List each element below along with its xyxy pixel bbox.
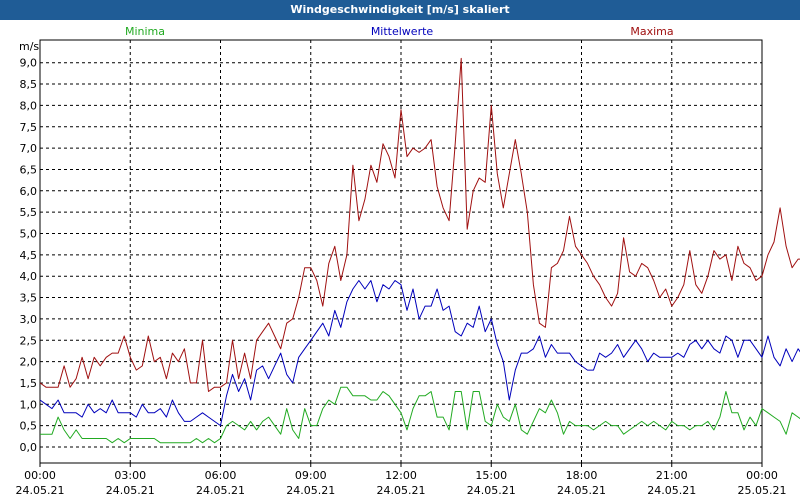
x-tick-date: 24.05.21 (286, 484, 335, 497)
series-line-minima (40, 386, 800, 444)
grid-layer (40, 40, 762, 463)
x-tick-time: 00:00 (746, 469, 778, 482)
legend-entry-mittelwerte: Mittelwerte (371, 25, 434, 38)
axes-layer: 0,0 0,5 1,0 1,5 2,0 2,5 3,0 3,5 4,0 4,5 5,0 5,5 6,0 6… (16, 39, 787, 497)
series-layer (39, 57, 800, 444)
chart-title: Windgeschwindigkeit [m/s] skaliert (0, 0, 800, 20)
series-line-mittelwerte (39, 280, 800, 427)
x-tick-time: 12:00 (385, 469, 417, 482)
x-tick-date: 24.05.21 (16, 484, 65, 497)
y-tick-label: 2,5 (20, 334, 38, 347)
x-tick-time: 00:00 (24, 469, 56, 482)
y-tick-label: 9,0 (20, 57, 38, 70)
x-tick-date: 24.05.21 (106, 484, 155, 497)
x-tick-date: 24.05.21 (467, 484, 516, 497)
series-line-maxima (39, 57, 800, 392)
y-tick-label: 2,0 (20, 356, 38, 369)
y-tick-label: 4,0 (20, 270, 38, 283)
y-tick-label: 5,0 (20, 228, 38, 241)
x-tick-time: 18:00 (566, 469, 598, 482)
y-tick-label: 5,5 (20, 206, 38, 219)
legend-layer: Minima Mittelwerte Maxima (125, 25, 674, 38)
x-tick-date: 25.05.21 (738, 484, 787, 497)
x-tick-date: 24.05.21 (647, 484, 696, 497)
x-tick-time: 15:00 (475, 469, 507, 482)
legend-entry-maxima: Maxima (630, 25, 673, 38)
y-tick-label: 0,5 (20, 420, 38, 433)
x-tick-date: 24.05.21 (196, 484, 245, 497)
x-tick-date: 24.05.21 (377, 484, 426, 497)
y-tick-label: 1,5 (20, 377, 38, 390)
y-tick-label: 0,0 (20, 441, 38, 454)
x-tick-date: 24.05.21 (557, 484, 606, 497)
y-axis-label: m/s (19, 40, 39, 53)
legend-entry-minima: Minima (125, 25, 165, 38)
y-tick-label: 6,5 (20, 163, 38, 176)
y-tick-label: 4,5 (20, 249, 38, 262)
y-tick-label: 3,5 (20, 292, 38, 305)
y-tick-label: 1,0 (20, 398, 38, 411)
y-tick-label: 7,5 (20, 121, 38, 134)
x-tick-time: 03:00 (114, 469, 146, 482)
y-tick-label: 8,0 (20, 99, 38, 112)
y-tick-label: 8,5 (20, 78, 38, 91)
x-tick-time: 09:00 (295, 469, 327, 482)
x-tick-time: 21:00 (656, 469, 688, 482)
y-tick-label: 7,0 (20, 142, 38, 155)
y-tick-label: 3,0 (20, 313, 38, 326)
y-tick-label: 6,0 (20, 185, 38, 198)
x-tick-time: 06:00 (205, 469, 237, 482)
